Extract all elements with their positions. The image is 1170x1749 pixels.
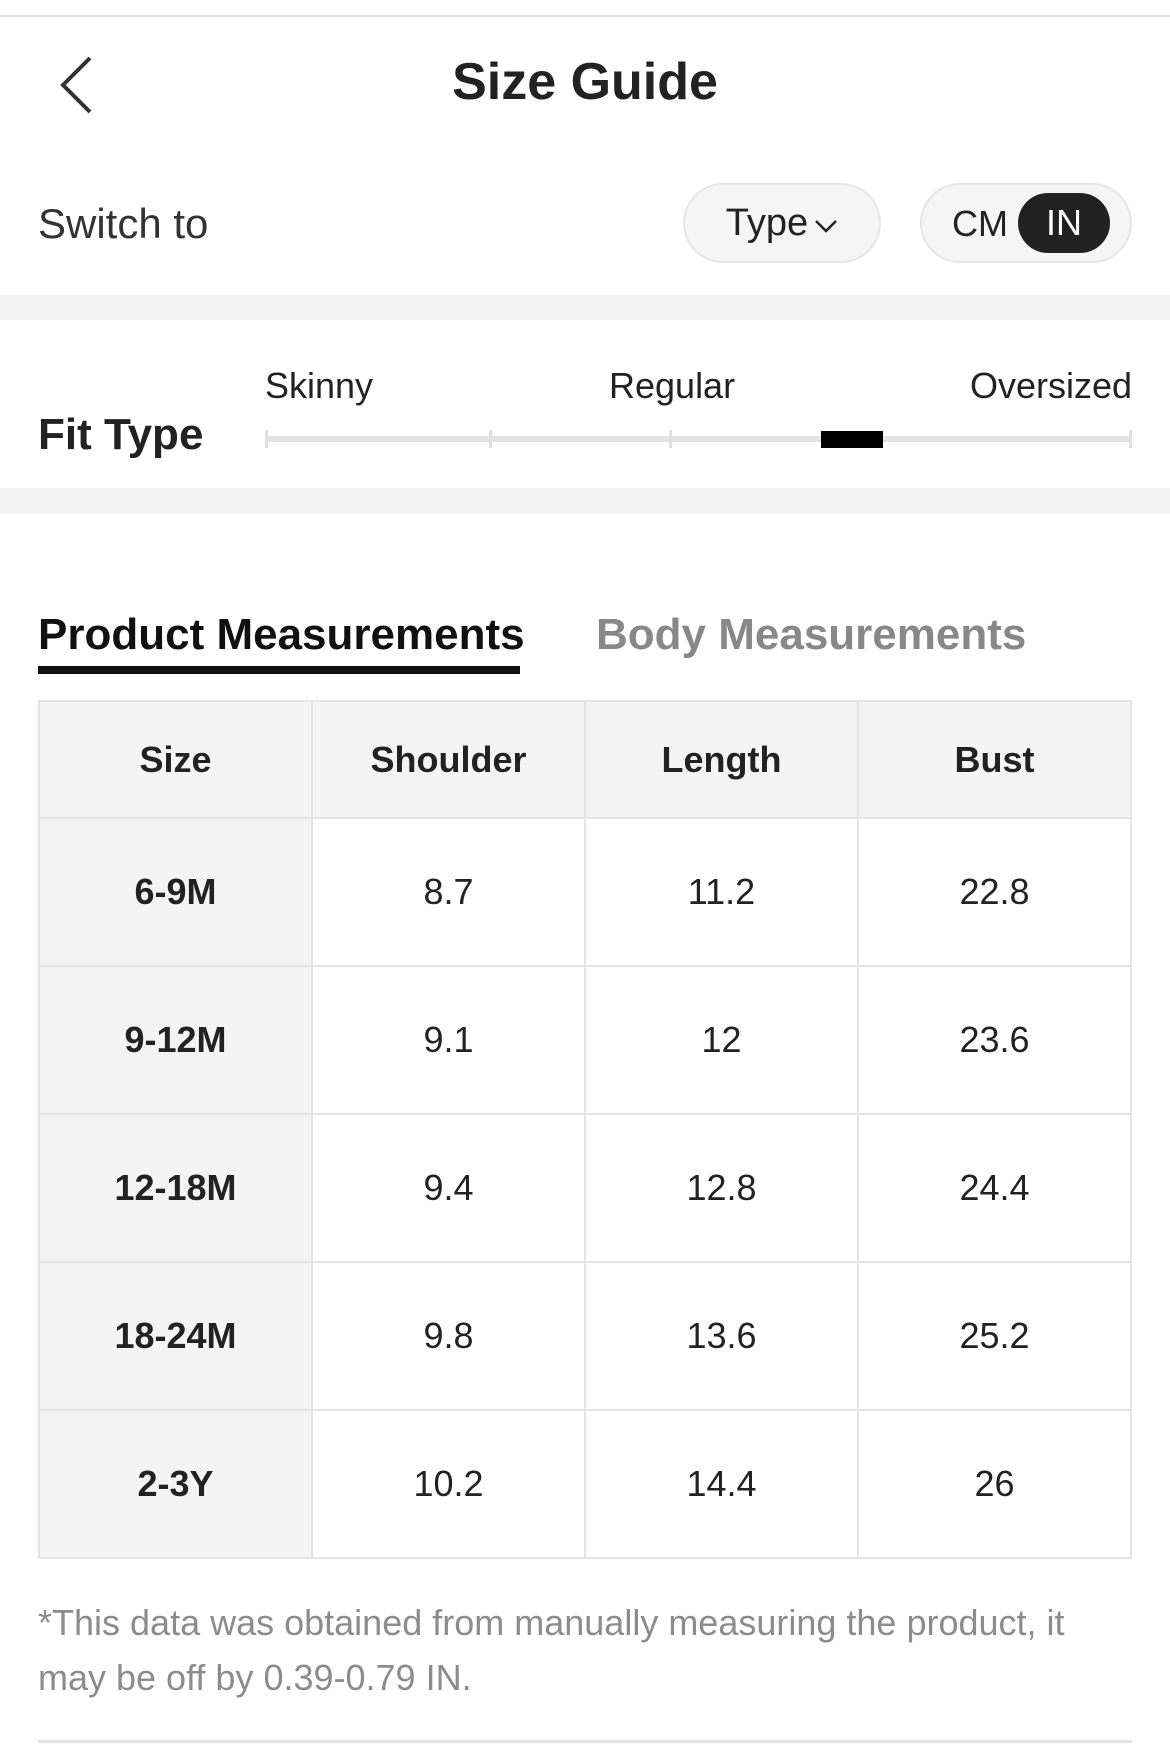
- measurement-disclaimer: *This data was obtained from manually me…: [38, 1602, 1065, 1698]
- bust-cell: 23.6: [857, 965, 1132, 1115]
- column-header-length: Length: [584, 700, 859, 819]
- size-cell: 2-3Y: [38, 1409, 313, 1559]
- bust-cell: 26: [857, 1409, 1132, 1559]
- column-header-bust: Bust: [857, 700, 1132, 819]
- top-divider: [0, 15, 1170, 17]
- shoulder-cell: 8.7: [311, 817, 586, 967]
- switch-to-label: Switch to: [38, 200, 209, 247]
- table-row: 9-12M 9.1 12 23.6: [38, 965, 1132, 1115]
- shoulder-cell: 9.4: [311, 1113, 586, 1263]
- table-row: 2-3Y 10.2 14.4 26: [38, 1409, 1132, 1559]
- column-header-size: Size: [38, 700, 313, 819]
- bust-cell: 25.2: [857, 1261, 1132, 1411]
- type-dropdown[interactable]: Type: [683, 183, 881, 263]
- unit-in-option[interactable]: IN: [1018, 193, 1110, 253]
- fit-scale-indicator: [821, 431, 883, 448]
- bust-cell: 22.8: [857, 817, 1132, 967]
- unit-cm-option[interactable]: CM: [952, 203, 1008, 244]
- tab-body-measurements[interactable]: Body Measurements: [596, 610, 1027, 659]
- table-row: 18-24M 9.8 13.6 25.2: [38, 1261, 1132, 1411]
- chevron-down-icon: [815, 220, 838, 233]
- length-cell: 11.2: [584, 817, 859, 967]
- fit-option-skinny: Skinny: [265, 365, 374, 406]
- length-cell: 14.4: [584, 1409, 859, 1559]
- length-cell: 13.6: [584, 1261, 859, 1411]
- size-table: Size Shoulder Length Bust 6-9M 8.7 11.2 22.…: [38, 700, 1132, 1559]
- type-label: Type: [725, 201, 809, 244]
- active-tab-underline: [38, 666, 520, 674]
- fit-option-oversized: Oversized: [970, 365, 1133, 406]
- unit-toggle[interactable]: CM IN: [920, 183, 1132, 263]
- page-title: Size Guide: [452, 53, 718, 111]
- size-cell: 9-12M: [38, 965, 313, 1115]
- length-cell: 12: [584, 965, 859, 1115]
- bottom-divider: [38, 1740, 1132, 1743]
- size-cell: 6-9M: [38, 817, 313, 967]
- table-header-row: Size Shoulder Length Bust: [38, 700, 1132, 819]
- shoulder-cell: 9.8: [311, 1261, 586, 1411]
- fit-scale-tick: [1129, 430, 1132, 448]
- fit-scale-tick: [489, 430, 492, 448]
- length-cell: 12.8: [584, 1113, 859, 1263]
- table-row: 12-18M 9.4 12.8 24.4: [38, 1113, 1132, 1263]
- column-header-shoulder: Shoulder: [311, 700, 586, 819]
- chevron-left-icon: [60, 56, 92, 114]
- tab-product-measurements[interactable]: Product Measurements: [38, 610, 525, 659]
- fit-scale-tick: [265, 430, 268, 448]
- shoulder-cell: 10.2: [311, 1409, 586, 1559]
- bust-cell: 24.4: [857, 1113, 1132, 1263]
- fit-scale-track: [265, 436, 1132, 442]
- size-cell: 18-24M: [38, 1261, 313, 1411]
- fit-type-label: Fit Type: [38, 410, 204, 459]
- table-row: 6-9M 8.7 11.2 22.8: [38, 817, 1132, 967]
- size-cell: 12-18M: [38, 1113, 313, 1263]
- fit-option-regular: Regular: [609, 365, 736, 406]
- section-divider: [0, 488, 1170, 514]
- fit-scale-tick: [669, 430, 672, 448]
- back-button[interactable]: [55, 55, 105, 115]
- section-divider: [0, 295, 1170, 320]
- shoulder-cell: 9.1: [311, 965, 586, 1115]
